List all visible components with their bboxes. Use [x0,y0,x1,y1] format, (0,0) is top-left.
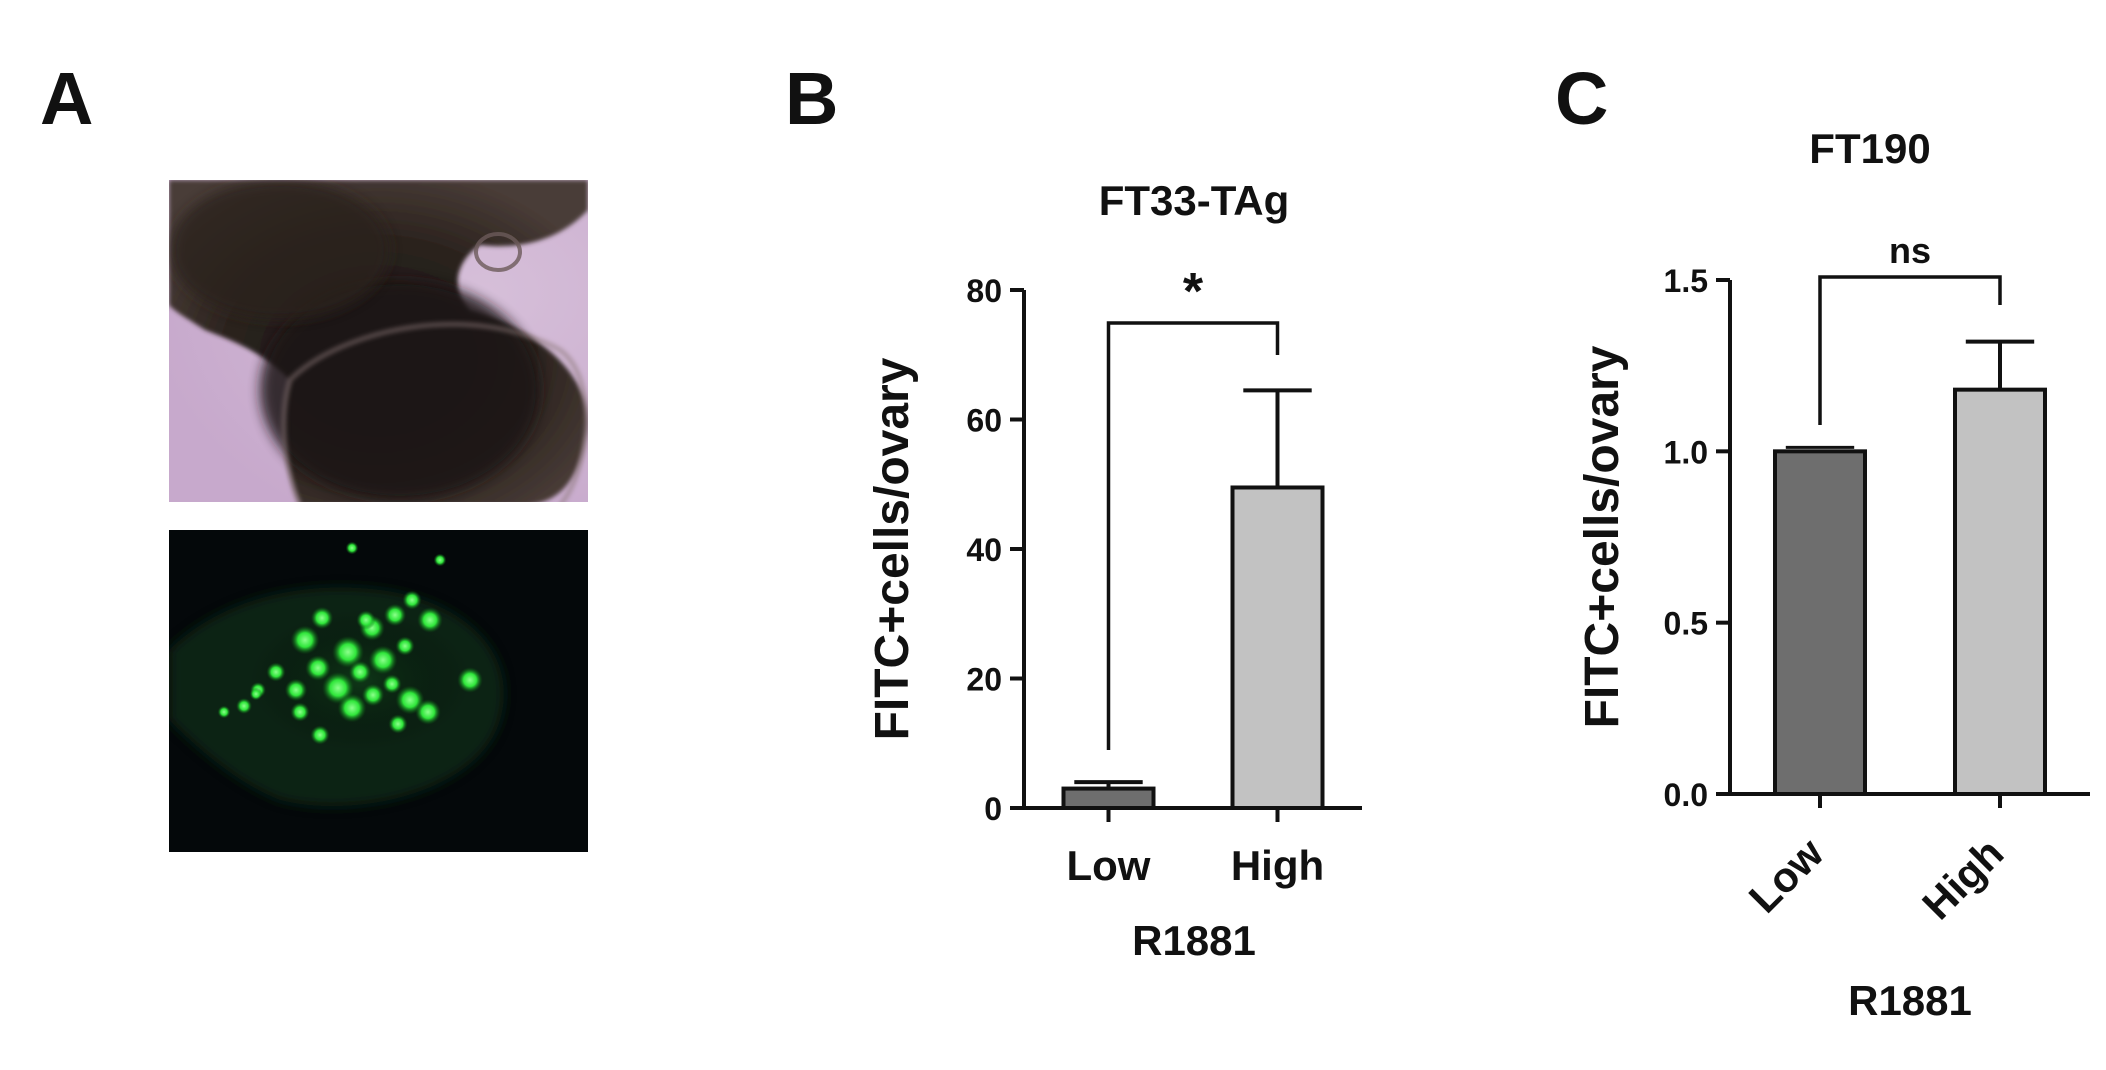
significance-bracket [1818,275,2002,425]
fluorescent-spot [417,607,443,633]
fluorescent-spot [433,553,447,567]
panel-letter-c: C [1555,57,1609,140]
fluorescent-spot [415,699,441,725]
chart-c: FT190 0.0 0.5 1.0 1.5 FITC+cells/ovary Low High… [1576,125,2090,1024]
fluorescent-spot [236,698,252,714]
fluorescent-spot [266,662,286,682]
y-tick-label: 1.5 [1664,263,1708,299]
x-axis-label: R1881 [1848,977,1972,1024]
chart-b: FT33-TAg 0 20 40 60 80 FITC+cells/ovary Low High… [866,177,1362,964]
fluorescent-spot [284,678,308,702]
fluorescent-spot [395,636,415,656]
fluorescent-spot [290,702,310,722]
x-axis-label: R1881 [1132,917,1256,964]
fluorescent-spot [310,725,330,745]
y-tick-label: 20 [966,662,1002,698]
fluorescent-spot [290,625,320,655]
fluorescent-spot [457,667,483,693]
fluorescent-spot [361,683,385,707]
fluorescent-spot [305,655,331,681]
fluorescent-spot [368,645,398,675]
fluorescent-spot [382,674,402,694]
fluorescent-spot [332,636,364,668]
y-tick-label: 0.5 [1664,606,1708,642]
y-tick-label: 60 [966,403,1002,439]
y-tick-label: 0 [984,791,1002,827]
significance-label: * [1183,263,1204,321]
brightfield-micrograph [169,180,588,502]
chart-title: FT33-TAg [1099,177,1290,224]
fluorescent-spot [217,705,231,719]
fluorescent-spot [388,714,408,734]
y-tick-label: 1.0 [1664,434,1708,470]
fluorescent-spot [337,693,367,723]
fluorescent-spot [356,610,376,630]
fluorescent-spot [345,541,359,555]
x-tick-label: High [1913,829,2012,928]
bar-high [1230,485,1325,810]
fluorescence-micrograph [169,530,588,852]
y-tick-label: 40 [966,532,1002,568]
fluorescent-spot [310,606,334,630]
fluorescent-spot [402,590,422,610]
y-axis-label: FITC+cells/ovary [866,357,919,740]
fluorescent-spot [383,603,407,627]
bar-low [1061,786,1156,811]
fluorescent-spot [348,660,372,684]
x-tick-label: Low [1740,829,1833,922]
y-axis-label: FITC+cells/ovary [1576,345,1629,728]
significance-bracket [1106,321,1280,750]
bar-high [1953,387,2047,796]
y-tick-label: 80 [966,273,1002,309]
x-tick-label: High [1231,842,1324,889]
fluorescent-spot [249,687,263,701]
chart-title: FT190 [1809,125,1930,172]
panel-letter-b: B [785,57,839,140]
significance-label: ns [1889,230,1931,271]
panel-letter-a: A [40,57,94,140]
bar-low [1773,449,1867,796]
y-tick-label: 0.0 [1664,777,1708,813]
x-tick-label: Low [1067,842,1151,889]
